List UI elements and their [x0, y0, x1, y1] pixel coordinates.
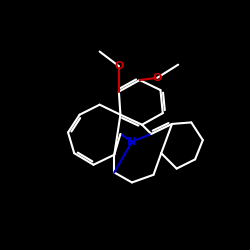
- Text: O: O: [114, 61, 124, 71]
- Text: O: O: [153, 73, 162, 83]
- Text: N: N: [127, 137, 136, 147]
